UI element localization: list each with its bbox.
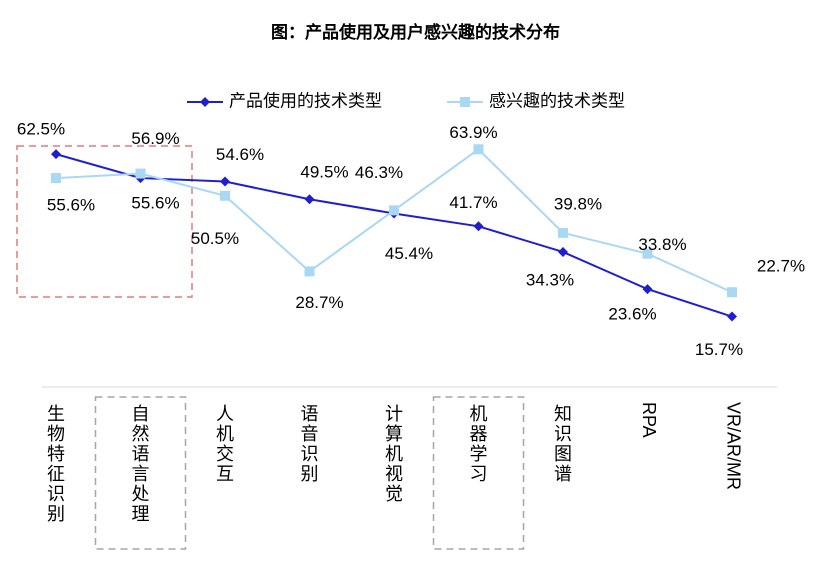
series-1-point xyxy=(558,246,568,257)
x-tick-label: 计算机视觉 xyxy=(385,404,403,504)
series-2-point xyxy=(389,205,399,216)
highlight-box-nlp xyxy=(94,396,187,550)
series-2-point xyxy=(473,144,484,155)
data-label: 41.7% xyxy=(449,193,497,212)
data-label: 33.8% xyxy=(638,235,686,254)
series-2-point xyxy=(304,266,315,277)
legend-label-1: 产品使用的技术类型 xyxy=(229,90,382,110)
data-label: 23.6% xyxy=(608,305,656,324)
x-tick-label: 自然语言处理 xyxy=(132,404,150,524)
x-tick-label: 人机交互 xyxy=(216,404,234,484)
series-1-point xyxy=(304,194,315,205)
data-label: 28.7% xyxy=(295,293,343,312)
legend-marker-2 xyxy=(460,97,470,107)
data-label: 39.8% xyxy=(554,194,602,213)
series-2-point xyxy=(220,190,230,201)
x-tick-label: 生物特征识别 xyxy=(47,404,65,524)
series-1-point xyxy=(473,221,484,232)
data-label: 55.6% xyxy=(47,196,95,215)
data-label: 55.6% xyxy=(131,194,179,213)
x-tick-label: 知识图谱 xyxy=(554,404,572,484)
chart-title: 图：产品使用及用户感兴趣的技术分布 xyxy=(271,23,560,42)
series-1-point xyxy=(51,149,61,160)
series-2-point xyxy=(558,227,568,238)
data-label: 46.3% xyxy=(355,163,403,182)
highlight-box-ml xyxy=(432,396,525,550)
data-label: 49.5% xyxy=(300,163,348,182)
series-2-point xyxy=(642,248,653,259)
series-2-point xyxy=(135,168,146,179)
data-label: 63.9% xyxy=(449,123,497,142)
data-label: 50.5% xyxy=(191,229,239,248)
data-label: 54.6% xyxy=(216,145,264,164)
series-2-point xyxy=(727,287,737,298)
data-label: 62.5% xyxy=(17,120,65,139)
series-2-point xyxy=(51,173,61,184)
x-tick-label: VR/AR/MR xyxy=(723,402,743,490)
series-1-point xyxy=(642,284,653,295)
x-tick-label: 语音识别 xyxy=(301,404,319,484)
legend-label-2: 感兴趣的技术类型 xyxy=(489,91,625,110)
x-tick-label: 机器学习 xyxy=(470,404,488,484)
highlight-box-red xyxy=(16,145,193,298)
legend-marker-1 xyxy=(200,97,210,107)
series-1-point xyxy=(727,311,737,322)
data-label: 45.4% xyxy=(385,244,433,263)
series-1-point xyxy=(220,176,230,187)
x-tick-label: RPA xyxy=(639,402,659,438)
data-label: 56.9% xyxy=(131,129,179,148)
data-label: 34.3% xyxy=(526,270,574,289)
data-label: 22.7% xyxy=(757,257,805,276)
data-label: 15.7% xyxy=(695,340,743,359)
